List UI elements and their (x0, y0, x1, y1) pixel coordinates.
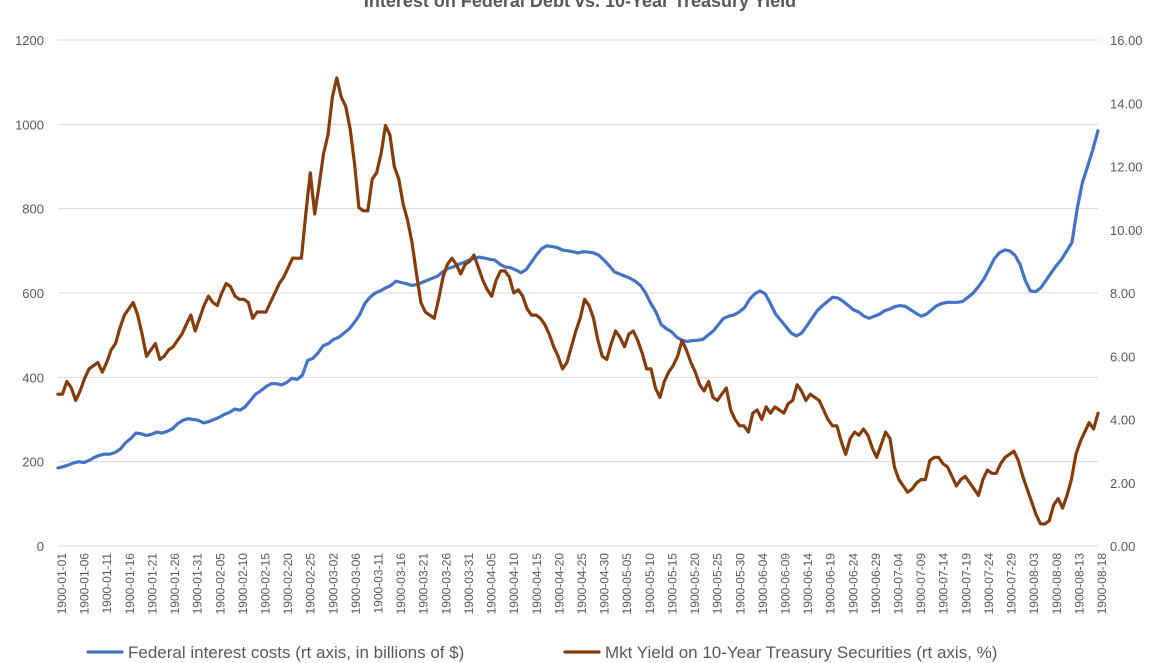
x-tick-label: 1900-03-11 (372, 553, 386, 614)
x-tick-label: 1900-03-26 (439, 553, 453, 615)
legend: Federal interest costs (rt axis, in bill… (86, 643, 997, 662)
gridlines (58, 39, 1098, 547)
x-tick-label: 1900-04-20 (552, 553, 566, 615)
x-tick-label: 1900-06-19 (824, 553, 838, 615)
x-tick-label: 1900-07-09 (914, 553, 928, 615)
chart-title: Interest on Federal Debt vs. 10-Year Tre… (363, 0, 797, 11)
x-tick-label: 1900-04-05 (485, 553, 499, 615)
x-tick-label: 1900-04-10 (507, 553, 521, 615)
series-line-treasury-yield (56, 76, 1100, 526)
right-tick-label: 4.00 (1110, 413, 1135, 428)
x-tick-label: 1900-02-25 (304, 553, 318, 615)
x-tick-label: 1900-06-04 (756, 553, 770, 615)
right-tick-label: 14.00 (1110, 96, 1143, 111)
x-tick-label: 1900-06-24 (846, 553, 860, 615)
x-axis: 1900-01-01 1900-01-06 1900-01-11 1900-01-16… (55, 553, 1109, 615)
left-tick-label: 0 (37, 539, 44, 554)
x-tick-label: 1900-07-04 (892, 553, 906, 615)
x-tick-label: 1900-03-21 (417, 553, 431, 615)
x-tick-label: 1900-02-05 (213, 553, 227, 615)
x-tick-label: 1900-02-20 (281, 553, 295, 615)
x-tick-label: 1900-05-20 (688, 553, 702, 615)
x-tick-label: 1900-03-02 (326, 553, 340, 615)
x-tick-label: 1900-07-19 (959, 553, 973, 615)
x-tick-label: 1900-01-31 (191, 553, 205, 615)
x-tick-label: 1900-04-30 (598, 553, 612, 615)
x-tick-label: 1900-05-10 (643, 553, 657, 615)
x-tick-label: 1900-04-25 (575, 553, 589, 615)
left-tick-label: 800 (22, 202, 44, 217)
left-tick-label: 1200 (15, 33, 44, 48)
x-tick-label: 1900-01-11 (100, 553, 114, 614)
x-tick-label: 1900-08-18 (1095, 553, 1109, 615)
right-tick-label: 16.00 (1110, 33, 1143, 48)
x-tick-label: 1900-03-31 (462, 553, 476, 615)
x-tick-label: 1900-03-16 (394, 553, 408, 615)
series-line-federal-interest (56, 129, 1100, 470)
x-tick-label: 1900-04-15 (530, 553, 544, 615)
left-tick-label: 1000 (15, 117, 44, 132)
x-tick-label: 1900-01-01 (55, 553, 69, 615)
x-tick-label: 1900-06-29 (869, 553, 883, 615)
x-tick-label: 1900-07-14 (937, 553, 951, 615)
right-tick-label: 12.00 (1110, 160, 1143, 175)
left-axis: 0 200 400 600 800 1000 1200 (15, 33, 44, 554)
x-tick-label: 1900-02-15 (258, 553, 272, 615)
x-tick-label: 1900-05-05 (620, 553, 634, 615)
left-tick-label: 600 (22, 286, 44, 301)
x-tick-label: 1900-05-25 (711, 553, 725, 615)
x-tick-label: 1900-02-10 (236, 553, 250, 615)
x-tick-label: 1900-06-09 (778, 553, 792, 615)
x-tick-label: 1900-05-15 (665, 553, 679, 615)
x-tick-label: 1900-05-30 (733, 553, 747, 615)
x-tick-label: 1900-01-16 (123, 553, 137, 615)
x-tick-label: 1900-01-26 (168, 553, 182, 615)
right-tick-label: 6.00 (1110, 349, 1135, 364)
series-layer (56, 76, 1100, 526)
x-tick-label: 1900-08-08 (1050, 553, 1064, 615)
right-tick-label: 10.00 (1110, 223, 1143, 238)
legend-label: Mkt Yield on 10-Year Treasury Securities… (605, 643, 997, 662)
legend-label: Federal interest costs (rt axis, in bill… (128, 643, 464, 662)
right-tick-label: 8.00 (1110, 286, 1135, 301)
x-tick-label: 1900-01-21 (145, 553, 159, 615)
right-tick-label: 2.00 (1110, 476, 1135, 491)
left-tick-label: 200 (22, 455, 44, 470)
left-tick-label: 400 (22, 370, 44, 385)
x-tick-label: 1900-06-14 (801, 553, 815, 615)
x-tick-label: 1900-03-06 (349, 553, 363, 615)
x-tick-label: 1900-01-06 (78, 553, 92, 615)
x-tick-label: 1900-07-29 (1005, 553, 1019, 615)
x-tick-label: 1900-08-03 (1027, 553, 1041, 615)
x-tick-label: 1900-07-24 (982, 553, 996, 615)
right-tick-label: 0.00 (1110, 539, 1135, 554)
right-axis: 0.00 2.00 4.00 6.00 8.00 10.00 12.00 14.00 16.00 (1110, 33, 1143, 554)
x-tick-label: 1900-08-13 (1072, 553, 1086, 615)
